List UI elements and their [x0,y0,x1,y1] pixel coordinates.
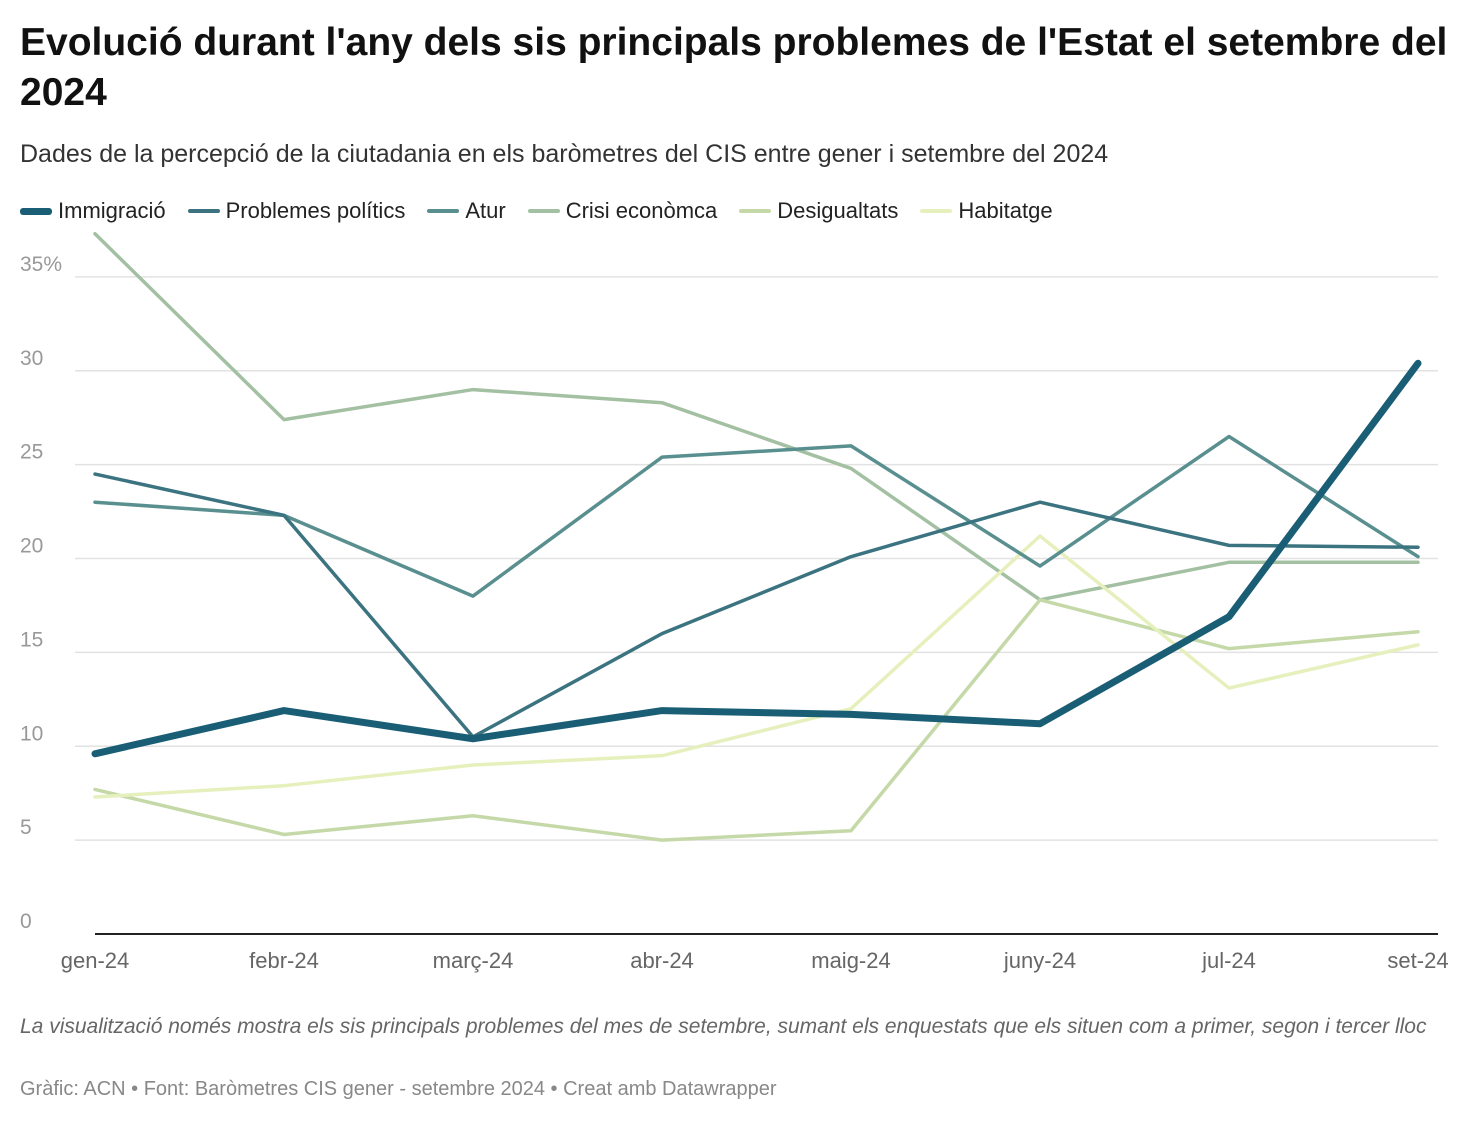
y-tick-label: 20 [20,535,43,558]
x-tick-label: jul-24 [1201,948,1256,973]
legend-label: Problemes polítics [225,198,406,223]
y-tick-label: 35% [20,253,62,276]
x-tick-label: maig-24 [811,948,890,973]
line-chart: 0 5 10 15 20 25 30 35% gen-24 febr-24 març-24 abr-… [20,232,1449,973]
legend-item-desigualtats: Desigualtats [739,198,898,224]
x-tick-label: febr-24 [249,948,319,973]
y-tick-label: 15 [20,628,43,651]
y-tick-label: 5 [20,816,32,839]
y-tick-label: 25 [20,441,43,464]
chart-notes: La visualització només mostra els sis pr… [20,1015,1427,1038]
legend-swatch [739,209,772,213]
legend-item-atur: Atur [427,198,506,224]
legend-item-problemes-politics: Problemes polítics [187,198,406,224]
legend-label: Desigualtats [777,198,899,223]
x-tick-label: març-24 [433,948,514,973]
legend-swatch [20,207,52,215]
series-line-crisi-economca [93,232,1420,602]
legend-label: Habitatge [958,198,1053,223]
y-tick-label: 30 [20,347,43,370]
y-tick-label: 10 [20,722,43,745]
legend-swatch [920,209,953,213]
chart-footer: Gràfic: ACN • Font: Baròmetres CIS gener… [20,1078,777,1100]
y-tick-label: 0 [20,910,32,933]
legend-item-crisi-economca: Crisi econòmca [527,198,718,224]
series-line-habitatge [93,534,1420,799]
legend-label: Immigració [58,198,166,223]
legend-label: Atur [465,198,506,223]
chart-subtitle: Dades de la percepció de la ciutadania e… [20,140,1109,168]
legend: Immigració Problemes polítics Atur Crisi ec… [20,198,1053,224]
chart-title: Evolució durant l'any dels sis principal… [20,21,1448,114]
x-tick-label: gen-24 [61,948,130,973]
gridlines [75,276,1438,841]
series-line-atur [93,434,1420,598]
series-line-desigualtats [93,598,1420,842]
x-tick-label: abr-24 [630,948,694,973]
y-axis-ticks: 0 5 10 15 20 25 30 35% [20,253,62,933]
legend-swatch [427,209,460,213]
legend-label: Crisi econòmca [565,198,718,223]
x-tick-label: set-24 [1387,948,1448,973]
legend-swatch [187,209,220,213]
series-line-immigracio [91,359,1422,758]
legend-swatch [527,209,560,213]
series-lines [91,232,1422,842]
legend-item-immigracio: Immigració [20,198,166,224]
series-line-problemes-politics [93,472,1420,739]
x-axis-ticks: gen-24 febr-24 març-24 abr-24 maig-24 juny-24… [61,948,1449,973]
legend-item-habitatge: Habitatge [920,198,1053,224]
x-tick-label: juny-24 [1003,948,1076,973]
